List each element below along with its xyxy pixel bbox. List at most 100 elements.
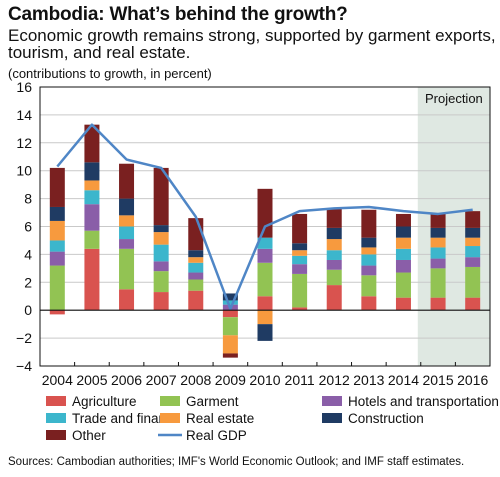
y-tick-label: 6 <box>24 219 32 235</box>
bar-construction-2008 <box>188 250 204 258</box>
y-tick-label: 12 <box>16 135 32 151</box>
bar-trade-and-finance-2011 <box>292 255 308 265</box>
bar-garment-2009 <box>222 317 238 336</box>
bar-garment-2016 <box>465 266 481 298</box>
bar-construction-2010 <box>257 324 273 341</box>
bar-other-2007 <box>153 167 169 226</box>
bar-agriculture-2010 <box>257 296 273 311</box>
line-real-gdp <box>56 123 473 311</box>
bar-garment-2010 <box>257 262 273 297</box>
bar-construction-2007 <box>153 225 169 233</box>
y-tick-label: −2 <box>16 330 32 346</box>
bar-hotels-and-transportation-2007 <box>153 261 169 272</box>
bar-real-estate-2005 <box>84 180 100 191</box>
legend-label-agriculture: Agriculture <box>72 394 137 409</box>
bar-construction-2009 <box>222 293 238 301</box>
y-tick-label: 4 <box>24 246 32 262</box>
bar-construction-2005 <box>84 162 100 181</box>
bar-hotels-and-transportation-2015 <box>430 258 446 269</box>
bar-real-estate-2015 <box>430 237 446 248</box>
bar-hotels-and-transportation-2006 <box>119 239 135 249</box>
bar-trade-and-finance-2014 <box>395 248 411 260</box>
bar-hotels-and-transportation-2005 <box>84 204 100 231</box>
source-note: Sources: Cambodian authorities; IMF's Wo… <box>8 456 465 468</box>
legend-swatch-garment <box>160 396 180 406</box>
bar-agriculture-2007 <box>153 292 169 311</box>
x-tick-label: 2011 <box>285 372 315 388</box>
unit-note: (contributions to growth, in percent) <box>8 66 212 81</box>
legend-label-other: Other <box>72 428 106 443</box>
y-tick-label: 14 <box>16 107 32 123</box>
bar-trade-and-finance-2008 <box>188 262 204 273</box>
bar-real-estate-2012 <box>326 239 342 251</box>
bar-trade-and-finance-2009 <box>222 300 238 305</box>
bar-real-estate-2004 <box>49 220 65 241</box>
bar-construction-2006 <box>119 198 135 216</box>
x-tick-label: 2008 <box>180 372 211 388</box>
bar-trade-and-finance-2006 <box>119 226 135 240</box>
bar-other-2014 <box>395 213 411 227</box>
bar-real-estate-2014 <box>395 237 411 249</box>
bar-other-2009 <box>222 353 238 358</box>
projection-label: Projection <box>425 91 483 106</box>
bar-hotels-and-transportation-2004 <box>49 251 65 266</box>
chart-title: Cambodia: What’s behind the growth? <box>8 4 348 25</box>
bar-hotels-and-transportation-2008 <box>188 272 204 280</box>
bar-trade-and-finance-2004 <box>49 240 65 252</box>
x-tick-label: 2004 <box>42 372 73 388</box>
bar-trade-and-finance-2010 <box>257 237 273 249</box>
bar-other-2012 <box>326 208 342 228</box>
bar-hotels-and-transportation-2011 <box>292 264 308 274</box>
bar-garment-2015 <box>430 268 446 298</box>
y-tick-label: 8 <box>24 191 32 207</box>
chart-subtitle: Economic growth remains strong, supporte… <box>8 26 496 62</box>
bar-agriculture-2014 <box>395 297 411 311</box>
bar-real-estate-2010 <box>257 310 273 325</box>
legend-swatch-hotels-and-transportation <box>322 396 342 406</box>
bar-hotels-and-transportation-2012 <box>326 259 342 270</box>
bar-other-2004 <box>49 167 65 207</box>
y-tick-label: −4 <box>16 358 32 374</box>
bar-garment-2006 <box>119 248 135 290</box>
bar-garment-2011 <box>292 273 308 308</box>
bar-other-2013 <box>361 209 377 238</box>
bar-agriculture-2015 <box>430 297 446 311</box>
y-tick-label: 2 <box>24 274 32 290</box>
bar-agriculture-2016 <box>465 297 481 311</box>
x-tick-label: 2015 <box>422 372 453 388</box>
bar-garment-2012 <box>326 269 342 286</box>
legend-swatch-real-estate <box>160 413 180 423</box>
legend-swatch-other <box>46 430 66 440</box>
bar-construction-2013 <box>361 237 377 248</box>
bar-garment-2004 <box>49 265 65 311</box>
bar-trade-and-finance-2005 <box>84 190 100 205</box>
bar-garment-2007 <box>153 271 169 293</box>
bar-construction-2004 <box>49 206 65 221</box>
legend-swatch-construction <box>322 413 342 423</box>
bar-construction-2011 <box>292 243 308 251</box>
bar-agriculture-2013 <box>361 296 377 311</box>
y-tick-label: 0 <box>24 302 32 318</box>
bar-agriculture-2012 <box>326 285 342 311</box>
bar-trade-and-finance-2015 <box>430 247 446 259</box>
bar-construction-2016 <box>465 227 481 238</box>
bar-agriculture-2006 <box>119 289 135 311</box>
legend-label-construction: Construction <box>348 411 424 426</box>
bar-construction-2014 <box>395 226 411 238</box>
bar-agriculture-2008 <box>188 290 204 311</box>
bar-other-2011 <box>292 213 308 244</box>
bar-agriculture-2004 <box>49 310 65 315</box>
plot-frame <box>39 86 491 367</box>
x-tick-label: 2016 <box>457 372 488 388</box>
bar-garment-2014 <box>395 272 411 298</box>
bar-trade-and-finance-2016 <box>465 246 481 258</box>
bar-agriculture-2011 <box>292 307 308 311</box>
bar-trade-and-finance-2013 <box>361 254 377 266</box>
bar-agriculture-2005 <box>84 248 100 311</box>
x-tick-label: 2010 <box>249 372 280 388</box>
bar-other-2006 <box>119 163 135 199</box>
legend-label-hotels-and-transportation: Hotels and transportation <box>348 394 499 409</box>
bar-hotels-and-transportation-2013 <box>361 265 377 276</box>
legend-swatch-trade-and-finance <box>46 413 66 423</box>
